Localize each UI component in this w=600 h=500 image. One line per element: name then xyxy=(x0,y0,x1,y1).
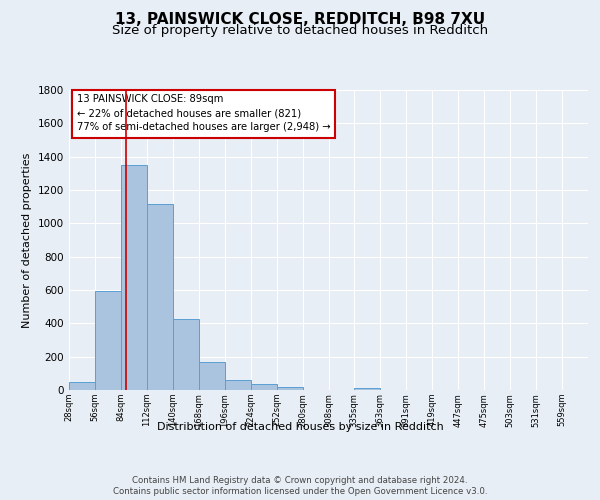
Bar xyxy=(95,291,121,390)
Bar xyxy=(147,204,173,390)
Text: 13 PAINSWICK CLOSE: 89sqm
← 22% of detached houses are smaller (821)
77% of semi: 13 PAINSWICK CLOSE: 89sqm ← 22% of detac… xyxy=(77,94,331,132)
Text: 13, PAINSWICK CLOSE, REDDITCH, B98 7XU: 13, PAINSWICK CLOSE, REDDITCH, B98 7XU xyxy=(115,12,485,28)
Text: Distribution of detached houses by size in Redditch: Distribution of detached houses by size … xyxy=(157,422,443,432)
Bar xyxy=(121,165,147,390)
Bar xyxy=(199,362,225,390)
Text: Contains public sector information licensed under the Open Government Licence v3: Contains public sector information licen… xyxy=(113,487,487,496)
Y-axis label: Number of detached properties: Number of detached properties xyxy=(22,152,32,328)
Bar xyxy=(225,380,251,390)
Bar xyxy=(251,384,277,390)
Text: Size of property relative to detached houses in Redditch: Size of property relative to detached ho… xyxy=(112,24,488,37)
Bar xyxy=(173,319,199,390)
Bar xyxy=(354,388,380,390)
Text: Contains HM Land Registry data © Crown copyright and database right 2024.: Contains HM Land Registry data © Crown c… xyxy=(132,476,468,485)
Bar xyxy=(277,387,303,390)
Bar xyxy=(69,382,95,390)
